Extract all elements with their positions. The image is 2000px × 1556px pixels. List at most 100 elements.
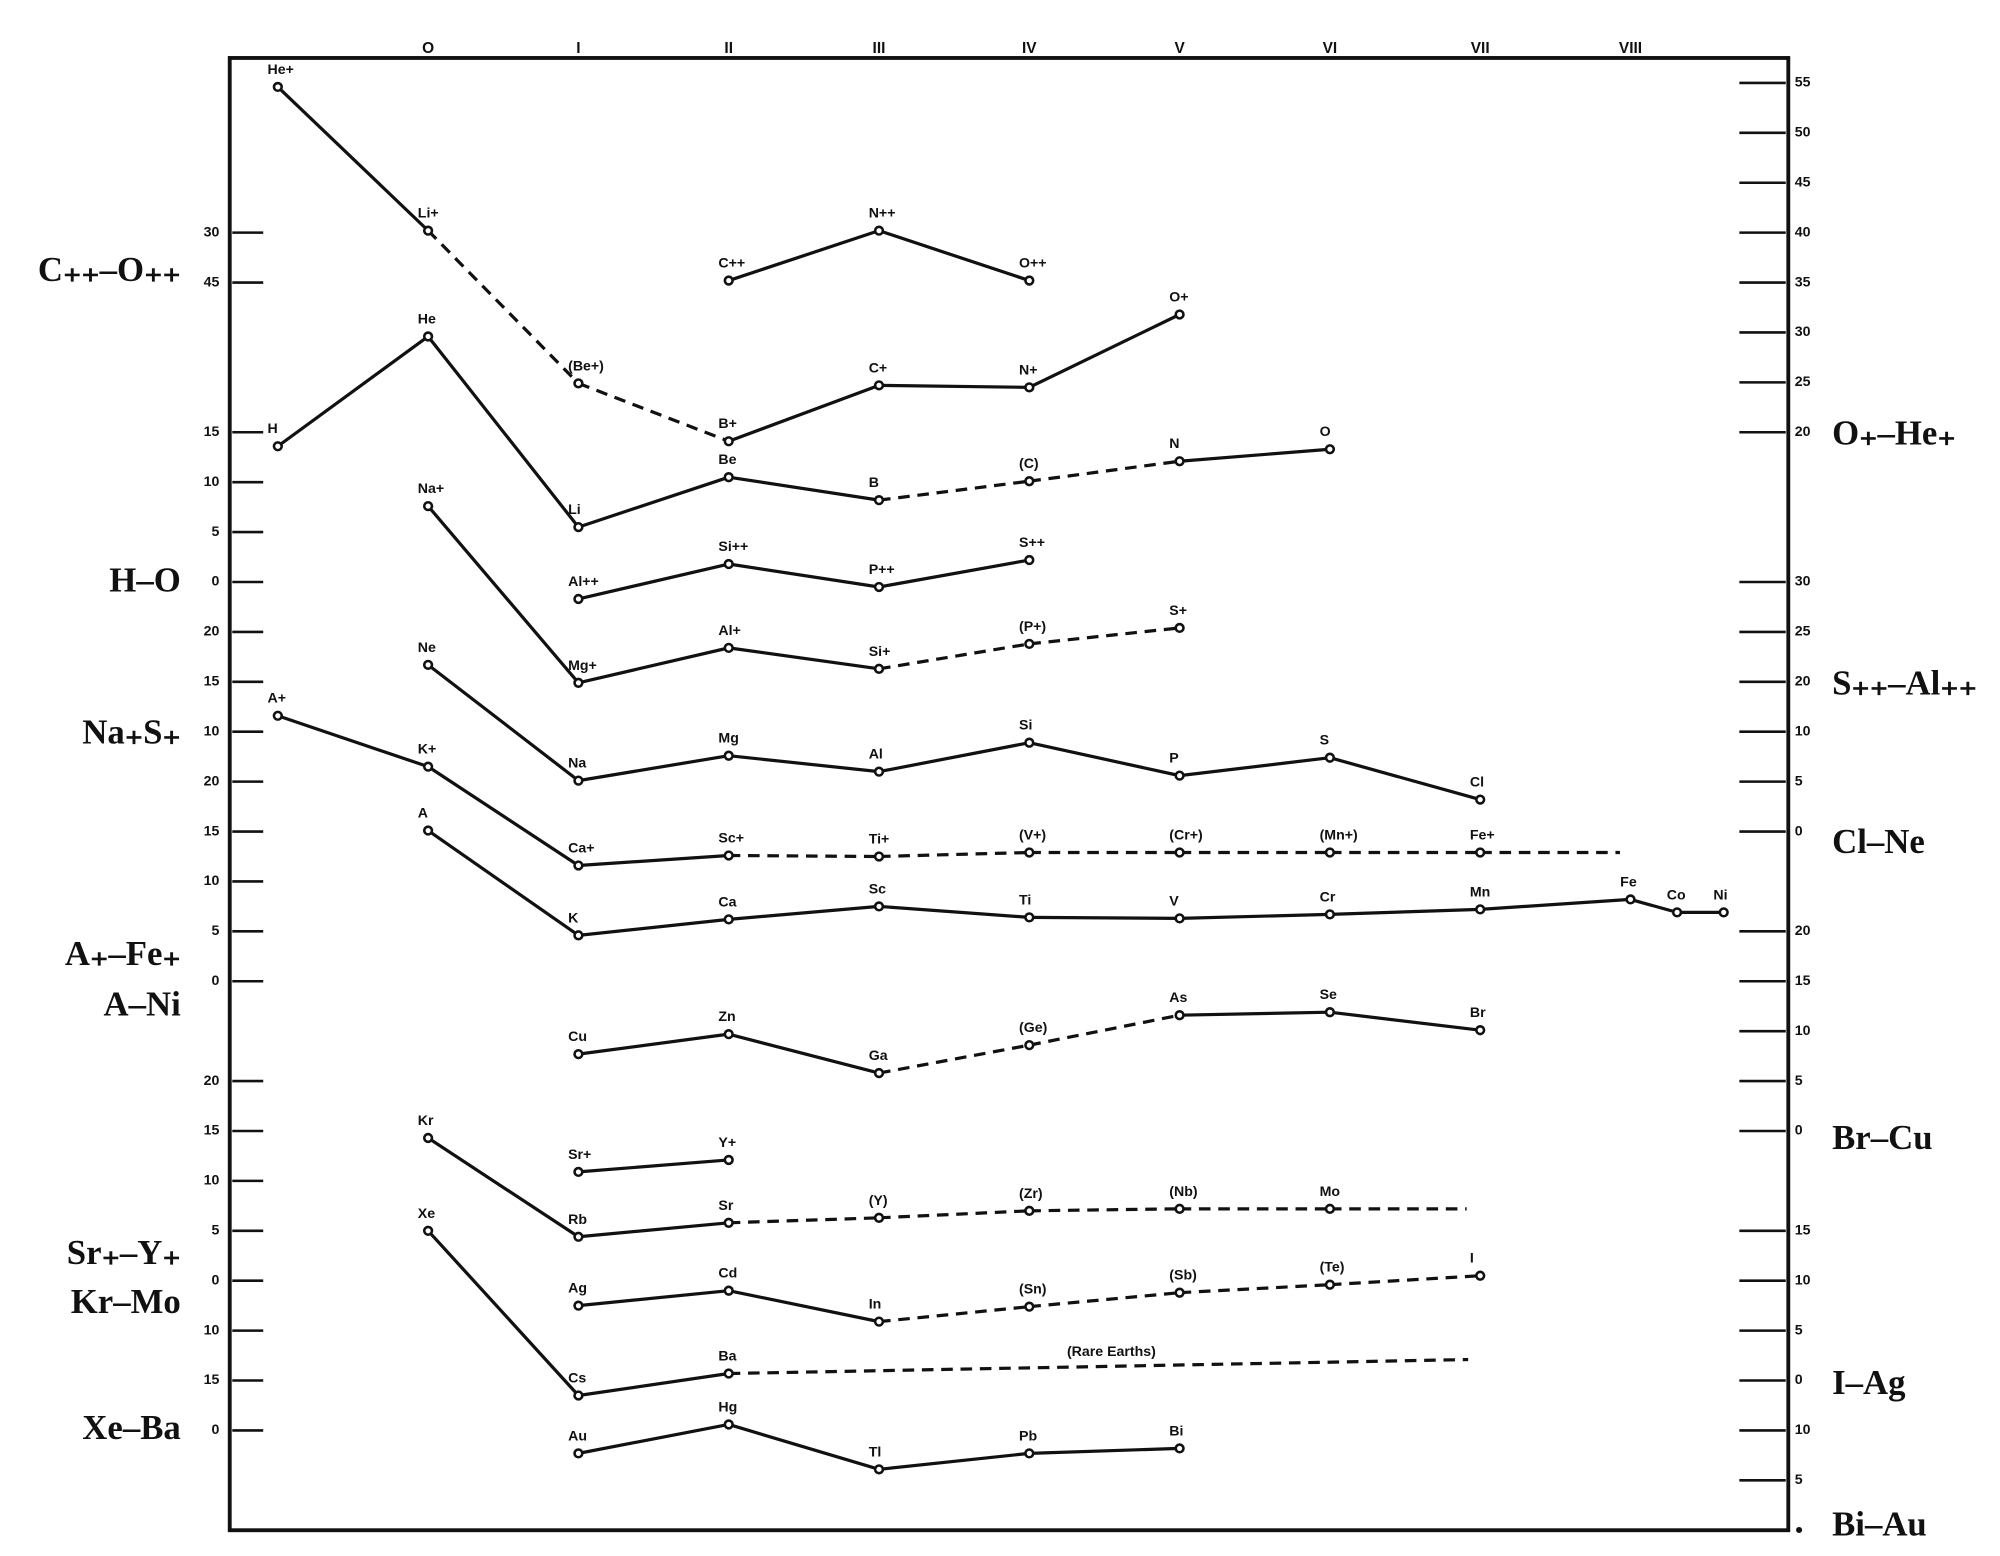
data-point [1174, 913, 1185, 924]
line-segment [728, 904, 880, 921]
data-point [723, 1285, 734, 1296]
y2-tick-label: 30 [1795, 574, 1811, 590]
point-label: K [568, 910, 579, 926]
point-label: Al++ [568, 574, 599, 590]
point-label: V [1169, 893, 1179, 909]
line-segment [878, 741, 1030, 774]
point-label: P++ [869, 562, 895, 578]
point-label: (Ge) [1019, 1020, 1048, 1036]
line-segment [878, 642, 1030, 671]
data-point [723, 436, 734, 447]
data-point [873, 581, 885, 593]
point-label: Fe [1620, 874, 1637, 890]
data-point [723, 1368, 734, 1379]
line-segment [878, 1451, 1030, 1471]
line-segment [1029, 626, 1180, 646]
point-label: B [869, 475, 879, 491]
y-tick-label: 5 [212, 1223, 220, 1239]
line-segment [1329, 1010, 1481, 1032]
point-label: He [418, 311, 436, 327]
line-segment [578, 646, 730, 685]
group-label: Na₊S₊ [82, 712, 181, 751]
data-point [723, 1029, 734, 1040]
y-tick-label: 20 [204, 624, 220, 640]
y-tick-label: 0 [212, 973, 220, 989]
point-label: N+ [1019, 362, 1038, 378]
y2-tick-label: 45 [1795, 174, 1811, 190]
data-point [1324, 444, 1336, 455]
data-point [723, 1154, 734, 1166]
line-segment [878, 850, 1030, 859]
data-point [1024, 638, 1035, 650]
y2-tick-label: 10 [1795, 1272, 1811, 1288]
line-segment [426, 1229, 580, 1397]
group-label: C₊₊–O₊₊ [38, 250, 181, 289]
y2-tick-label: 5 [1795, 1472, 1803, 1488]
line-segment [577, 475, 730, 529]
data-point [1024, 847, 1035, 858]
line-segment [728, 1216, 880, 1225]
y-tick-label: 0 [212, 1422, 220, 1438]
data-point [573, 521, 584, 533]
y2-tick-label: 10 [1795, 723, 1811, 739]
point-label: N++ [869, 206, 896, 222]
line-segment [1179, 1283, 1330, 1295]
line-segment [1179, 1010, 1330, 1017]
point-label: Si++ [718, 539, 748, 555]
data-point [1475, 794, 1486, 805]
y-tick-label: 5 [212, 923, 220, 939]
y2-tick-label: 5 [1795, 1073, 1803, 1089]
data-point [1024, 275, 1035, 286]
line-segment [1029, 915, 1180, 920]
line-segment [577, 381, 730, 443]
point-label: Sc [869, 881, 886, 897]
point-label: (Sb) [1169, 1268, 1197, 1284]
data-point [1324, 752, 1336, 763]
data-point [873, 1316, 885, 1327]
data-point [1174, 1203, 1185, 1214]
point-label: Fe+ [1470, 827, 1495, 843]
data-point [573, 1390, 584, 1401]
line-segment [426, 505, 580, 684]
data-point [723, 642, 734, 654]
point-label: K+ [418, 742, 437, 758]
point-label: Co [1667, 887, 1686, 903]
point-label: (Cr+) [1169, 827, 1203, 843]
point-label: O [1320, 424, 1331, 440]
data-point [573, 1048, 584, 1060]
data-point [422, 1225, 434, 1236]
point-label: Ca [718, 894, 736, 910]
group-label: I–Ag [1832, 1363, 1906, 1402]
point-label: Cs [568, 1370, 586, 1386]
line-segment [276, 85, 430, 232]
data-point [573, 677, 584, 688]
line-segment [1029, 1207, 1180, 1213]
x-tick-label: VII [1471, 40, 1490, 57]
y-tick-label: 20 [204, 1073, 220, 1089]
point-label: A [418, 806, 428, 822]
y-tick-label: 10 [204, 723, 220, 739]
data-point [1024, 737, 1035, 748]
x-tick-label: I [576, 40, 580, 57]
y-tick-label: 10 [204, 1173, 220, 1189]
data-point [1024, 1301, 1035, 1312]
line-segment [878, 1209, 1030, 1220]
group-label: Cl–Ne [1832, 822, 1925, 861]
data-point [873, 1212, 885, 1223]
point-label: In [869, 1297, 882, 1313]
point-label: P [1169, 751, 1178, 767]
line-segment [427, 663, 580, 782]
point-label: As [1169, 990, 1187, 1006]
y2-tick-label: 0 [1795, 1372, 1803, 1388]
line-segment [1028, 313, 1181, 389]
point-label: H [268, 421, 278, 437]
data-point [873, 380, 885, 391]
group-label: A₊–Fe₊ [65, 934, 181, 973]
group-label: O₊–He₊ [1832, 414, 1956, 453]
data-point [422, 331, 434, 342]
point-label: (V+) [1019, 827, 1046, 843]
y-tick-label: 45 [204, 274, 220, 290]
line-segment [1179, 912, 1330, 920]
data-point [1324, 909, 1336, 920]
data-point [723, 558, 734, 570]
